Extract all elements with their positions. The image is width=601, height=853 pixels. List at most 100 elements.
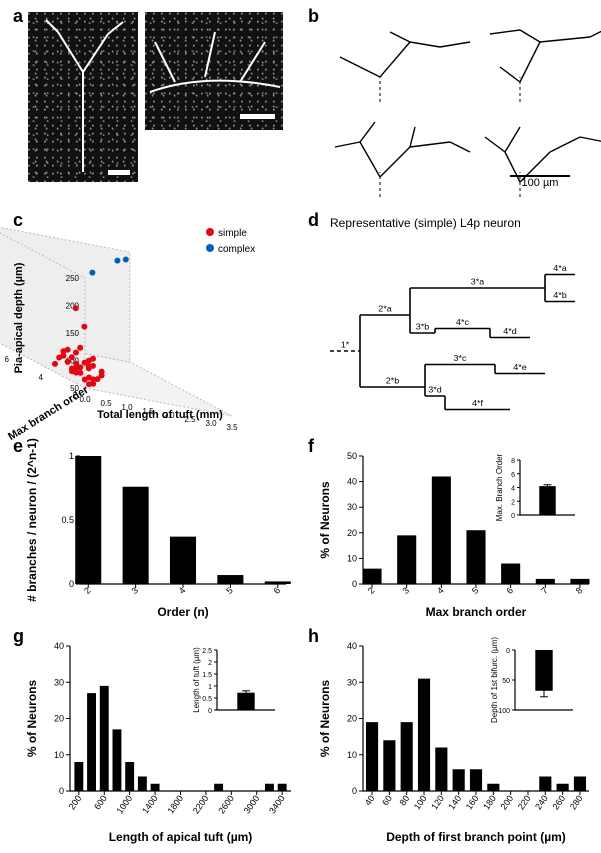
svg-text:4: 4: [39, 373, 44, 382]
label-f: f: [308, 436, 314, 457]
svg-text:5: 5: [470, 585, 481, 596]
svg-text:7: 7: [539, 585, 550, 596]
svg-text:100: 100: [498, 708, 510, 715]
svg-text:0.5: 0.5: [202, 696, 212, 703]
tuft-tracings: [320, 12, 590, 197]
svg-text:3: 3: [129, 585, 140, 596]
svg-text:20: 20: [54, 714, 64, 724]
svg-text:260: 260: [550, 793, 567, 811]
svg-text:Length of apical tuft (µm): Length of apical tuft (µm): [109, 830, 253, 844]
micrograph-neuron: [28, 12, 138, 182]
svg-text:80: 80: [397, 793, 411, 807]
svg-text:Pia-apical depth (µm): Pia-apical depth (µm): [13, 262, 25, 373]
svg-text:4*d: 4*d: [503, 326, 517, 335]
svg-text:10: 10: [54, 750, 64, 760]
svg-text:3.5: 3.5: [226, 423, 238, 432]
neuron-trace: [28, 12, 138, 182]
svg-text:1*: 1*: [341, 340, 350, 349]
svg-text:10: 10: [347, 750, 357, 760]
svg-text:6: 6: [504, 585, 515, 596]
svg-text:0: 0: [511, 513, 515, 520]
svg-text:1000: 1000: [115, 793, 135, 815]
dendrogram: 1*2*a2*b3*a3*b3*c3*d4*a4*b4*c4*d4*e4*f: [320, 225, 600, 435]
svg-text:2200: 2200: [191, 793, 211, 815]
svg-text:% of Neurons: % of Neurons: [318, 680, 332, 758]
svg-text:4*e: 4*e: [513, 362, 527, 371]
svg-text:3*c: 3*c: [454, 353, 468, 362]
svg-text:% of Neurons: % of Neurons: [25, 680, 39, 758]
svg-text:1.5: 1.5: [202, 672, 212, 679]
svg-text:2*a: 2*a: [378, 304, 392, 313]
dendrite-trace: [145, 12, 283, 130]
svg-text:6: 6: [511, 472, 515, 479]
svg-text:3000: 3000: [242, 793, 262, 815]
svg-text:# branches / neuron / (2^n-1): # branches / neuron / (2^n-1): [25, 438, 39, 602]
svg-text:600: 600: [92, 793, 109, 811]
svg-text:2600: 2600: [216, 793, 236, 815]
svg-text:100: 100: [412, 793, 429, 811]
svg-text:Depth of first branch point (µ: Depth of first branch point (µm): [386, 830, 566, 844]
chart-f: 010203040502345678Max branch order% of N…: [315, 448, 595, 618]
svg-text:4*f: 4*f: [472, 398, 484, 407]
svg-text:4: 4: [435, 585, 446, 596]
svg-text:40: 40: [54, 641, 64, 651]
svg-text:180: 180: [481, 793, 498, 811]
svg-text:2.5: 2.5: [202, 648, 212, 655]
svg-text:40: 40: [363, 793, 377, 807]
svg-text:30: 30: [347, 677, 357, 687]
svg-text:simple: simple: [218, 228, 247, 239]
svg-text:0: 0: [69, 579, 74, 589]
svg-text:5: 5: [224, 585, 235, 596]
svg-text:140: 140: [446, 793, 463, 811]
scalebar-b-text: 100 µm: [510, 177, 570, 189]
svg-text:60: 60: [380, 793, 394, 807]
svg-text:4*c: 4*c: [456, 317, 470, 326]
svg-text:Max branch order: Max branch order: [426, 605, 527, 619]
svg-text:0.5: 0.5: [100, 399, 112, 408]
chart-h: 0102030404060801001201401601802002202402…: [315, 638, 595, 843]
svg-text:150: 150: [66, 329, 80, 338]
svg-text:1: 1: [208, 684, 212, 691]
svg-text:4*a: 4*a: [553, 263, 567, 272]
svg-text:2: 2: [208, 660, 212, 667]
svg-text:30: 30: [347, 502, 357, 512]
svg-text:3400: 3400: [267, 793, 287, 815]
svg-text:complex: complex: [218, 244, 255, 255]
svg-text:Length of tuft (µm): Length of tuft (µm): [192, 647, 201, 713]
svg-text:40: 40: [347, 477, 357, 487]
svg-text:1: 1: [69, 451, 74, 461]
svg-text:1800: 1800: [165, 793, 185, 815]
figure-page: a b 100 µm c 0.00.51.01.52.02.53.03.5246…: [0, 0, 601, 853]
svg-text:0: 0: [352, 579, 357, 589]
scalebar-b: 100 µm: [510, 175, 570, 189]
svg-text:240: 240: [533, 793, 550, 811]
svg-text:Depth of 1st bifurc. (µm): Depth of 1st bifurc. (µm): [490, 637, 499, 723]
svg-text:6: 6: [5, 355, 10, 364]
scatter-3d: 0.00.51.01.52.02.53.03.52468501001502002…: [10, 218, 300, 423]
svg-text:Max branch order: Max branch order: [6, 384, 91, 443]
svg-text:120: 120: [429, 793, 446, 811]
svg-text:4: 4: [511, 486, 515, 493]
svg-text:2*b: 2*b: [386, 376, 400, 385]
svg-text:0: 0: [352, 786, 357, 796]
svg-text:4: 4: [177, 585, 188, 596]
chart-g: 0102030402006001000140018002200260030003…: [22, 638, 297, 843]
svg-text:2: 2: [511, 499, 515, 506]
svg-text:0: 0: [208, 708, 212, 715]
svg-text:8: 8: [574, 585, 585, 596]
svg-text:3*b: 3*b: [416, 322, 430, 331]
label-d: d: [308, 210, 319, 231]
svg-text:4*b: 4*b: [553, 290, 567, 299]
svg-text:Order (n): Order (n): [157, 605, 208, 619]
svg-text:Total length of tuft (mm): Total length of tuft (mm): [97, 409, 223, 421]
scalebar-a1: [108, 170, 130, 175]
svg-text:8: 8: [511, 458, 515, 465]
svg-text:200: 200: [498, 793, 515, 811]
svg-text:0: 0: [506, 648, 510, 655]
svg-text:160: 160: [464, 793, 481, 811]
svg-text:Max. Branch Order: Max. Branch Order: [495, 453, 504, 521]
svg-text:200: 200: [67, 793, 84, 811]
svg-text:% of Neurons: % of Neurons: [318, 481, 332, 559]
svg-text:20: 20: [347, 528, 357, 538]
svg-text:220: 220: [516, 793, 533, 811]
